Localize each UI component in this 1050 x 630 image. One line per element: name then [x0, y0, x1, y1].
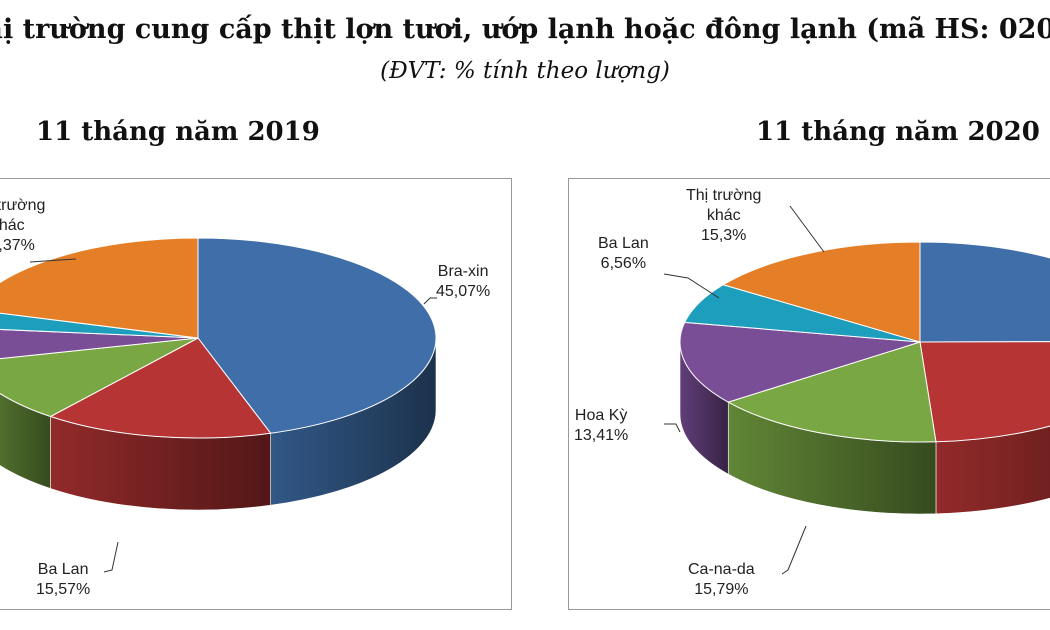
slice-name: Ba Lan — [598, 235, 649, 252]
pie-slice-slice-5 — [0, 312, 199, 339]
slice-name-line1: Thị trường — [686, 187, 762, 204]
pie-2020-svg — [663, 205, 1050, 575]
label-ba-lan-2020: Ba Lan 6,56% — [598, 234, 649, 274]
leader-line-2 — [103, 541, 119, 573]
slice-value: 15,79% — [694, 581, 749, 598]
slice-name: Ba Lan — [37, 561, 89, 578]
leader-line-1 — [423, 297, 437, 305]
leader-line-3 — [29, 258, 77, 263]
slice-value: 15,3% — [701, 227, 747, 244]
label-bra-xin-2019: Bra-xin 45,07% — [436, 262, 490, 302]
chart-subtitle: (ĐVT: % tính theo lượng) — [380, 58, 670, 84]
slice-value: 13,41% — [574, 427, 629, 444]
panel-title-2019: 11 tháng năm 2019 — [36, 117, 320, 147]
slice-value: 45,07% — [436, 283, 491, 300]
slice-name: Hoa Kỳ — [574, 407, 628, 424]
panel-title-2020: 11 tháng năm 2020 — [756, 117, 1040, 147]
label-hoa-ky-2020: Hoa Kỳ 13,41% — [574, 406, 628, 446]
label-khac-2020: Thị trường khác 15,3% — [686, 186, 761, 246]
pie-slice-slice-2 — [919, 341, 1050, 443]
pie-chart-2020: Thị trường khác 15,3% Ba Lan 6,56% Hoa K… — [568, 178, 1050, 610]
slice-value: 15,57% — [36, 581, 91, 598]
pie-2019-svg — [0, 237, 437, 573]
pie-slice-ba-lan — [49, 337, 272, 439]
leader-line-4 — [781, 525, 807, 575]
pie-slice-slice-4 — [0, 328, 199, 360]
pie-slice-slice-3 — [0, 337, 199, 418]
pie-slice-ca-na-da — [726, 341, 937, 443]
pie-slice-slice-1 — [919, 241, 1050, 343]
slice-name-line2: khác — [0, 217, 25, 234]
chart-title: Thị trường cung cấp thịt lợn tươi, ướp l… — [0, 14, 1050, 45]
slice-name-line1: Thị trường — [0, 197, 46, 214]
leader-line-3 — [664, 423, 681, 433]
slice-name-line2: khác — [706, 207, 741, 224]
pie-slice-hoa-ky — [679, 321, 921, 403]
label-ca-na-da-2020: Ca-na-da 15,79% — [688, 560, 755, 600]
slice-value: 6,56% — [600, 255, 647, 272]
pie-slice-bra-xin — [197, 237, 437, 434]
leader-line-2 — [663, 273, 720, 299]
slice-value: 20,37% — [0, 237, 35, 254]
label-ba-lan-2019: Ba Lan 15,57% — [36, 560, 90, 600]
label-khac-2019: Thị trường khác 20,37% — [0, 196, 45, 256]
pie-slice-thi-truong-khac — [0, 237, 199, 339]
pie-slice-thi-truong-khac — [721, 241, 921, 343]
slice-name: Bra-xin — [437, 263, 489, 280]
pie-chart-2019: Bra-xin 45,07% Ba Lan 15,57% Thị trường … — [0, 178, 512, 610]
slice-name: Ca-na-da — [688, 561, 755, 578]
leader-line-1 — [789, 205, 825, 253]
